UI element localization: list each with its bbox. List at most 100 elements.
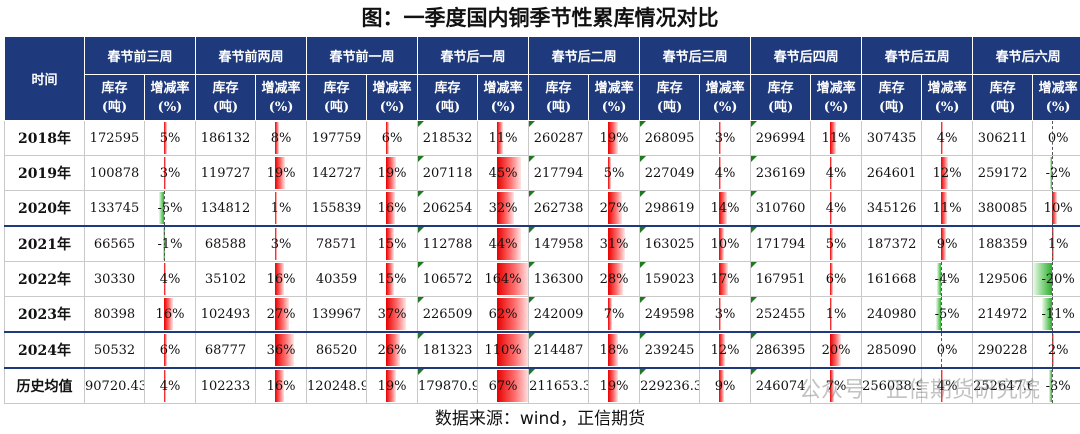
change-value: 10% — [710, 236, 740, 252]
inventory-cell: 40359 — [306, 261, 368, 297]
inventory-subheader-l1: 库存 — [878, 80, 905, 96]
corner-marker — [640, 121, 647, 127]
change-databar — [941, 157, 948, 189]
change-value: 11% — [821, 130, 851, 146]
row-label: 2024年 — [4, 331, 85, 369]
change-cell: 0% — [1032, 120, 1080, 156]
inventory-value: 252647.6 — [973, 378, 1033, 394]
inventory-cell: 119727 — [195, 155, 257, 191]
change-cell: 45% — [477, 155, 530, 191]
inventory-cell: 380085 — [972, 190, 1034, 227]
inventory-value: 35102 — [204, 271, 247, 287]
corner-marker — [640, 191, 647, 197]
change-cell: 44% — [477, 225, 530, 262]
change-databar — [936, 298, 942, 330]
databar-axis — [941, 297, 943, 331]
change-databar — [830, 228, 833, 260]
change-databar — [941, 228, 946, 260]
change-databar — [275, 228, 278, 260]
change-subheader: 增减率 (%) — [477, 74, 530, 121]
change-subheader-l2: (%) — [823, 99, 849, 115]
inventory-cell: 252647.6 — [972, 367, 1034, 404]
inventory-value: 179870.9 — [418, 378, 478, 394]
change-value: -5% — [157, 200, 183, 216]
inventory-value: 155839 — [311, 200, 362, 216]
inventory-cell: 264601 — [861, 155, 923, 191]
change-databar — [164, 298, 173, 330]
change-value: 67% — [488, 378, 518, 394]
change-cell: 5% — [143, 120, 197, 156]
change-cell: 19% — [255, 155, 308, 191]
inventory-value: 260287 — [533, 130, 584, 146]
change-value: 4% — [159, 271, 181, 287]
change-databar — [719, 157, 722, 189]
inventory-subheader-l2: (吨) — [989, 99, 1016, 115]
change-databar — [830, 263, 834, 295]
inventory-subheader-l2: (吨) — [323, 99, 350, 115]
inventory-value: 310760 — [755, 200, 806, 216]
databar-axis — [1052, 262, 1054, 296]
change-value: 4% — [159, 378, 181, 394]
inventory-value: 106572 — [422, 271, 473, 287]
period-header: 春节后二周 — [528, 36, 641, 75]
change-subheader: 增减率 (%) — [366, 74, 419, 121]
change-cell: -4% — [921, 261, 974, 297]
change-value: 1% — [270, 200, 292, 216]
inventory-cell: 229236.3 — [639, 367, 701, 404]
change-databar — [608, 122, 619, 154]
inventory-cell: 307435 — [861, 120, 923, 156]
change-databar — [1041, 298, 1053, 330]
change-value: 12% — [710, 342, 740, 358]
change-databar — [275, 157, 286, 189]
inventory-value: 218532 — [422, 130, 473, 146]
data-source: 数据来源：wind，正信期货 — [434, 409, 646, 429]
inventory-value: 268095 — [644, 130, 695, 146]
corner-marker — [418, 369, 425, 375]
change-cell: 12% — [699, 331, 752, 369]
inventory-value: 181323 — [422, 342, 473, 358]
change-value: 62% — [488, 306, 518, 322]
inventory-value: 197759 — [311, 130, 362, 146]
change-cell: -5% — [921, 296, 974, 333]
change-databar — [830, 122, 836, 154]
change-databar — [386, 298, 406, 330]
inventory-subheader-l2: (吨) — [767, 99, 794, 115]
inventory-cell: 68777 — [195, 331, 257, 369]
corner-marker — [529, 369, 536, 375]
change-subheader-l1: 增减率 — [1038, 80, 1078, 96]
change-value: -4% — [934, 271, 960, 287]
change-cell: -2% — [1032, 155, 1080, 191]
inventory-cell: 129506 — [972, 261, 1034, 297]
change-subheader-l2: (%) — [379, 99, 405, 115]
change-databar — [719, 192, 727, 224]
inventory-value: 50532 — [93, 342, 136, 358]
change-cell: 3% — [699, 296, 752, 333]
inventory-value: 290228 — [977, 342, 1028, 358]
change-value: 8% — [270, 130, 292, 146]
inventory-cell: 102233 — [195, 367, 257, 404]
change-databar — [275, 370, 284, 402]
inventory-cell: 286395 — [750, 331, 812, 369]
change-cell: 3% — [255, 225, 308, 262]
inventory-cell: 102493 — [195, 296, 257, 333]
change-databar — [1052, 334, 1055, 366]
change-subheader-l1: 增减率 — [483, 80, 523, 96]
change-value: 16% — [155, 306, 185, 322]
table-row: 2019年 100878 3% 119727 19% 142727 19% 207118 45%… — [4, 155, 1080, 191]
inventory-value: 90720.43 — [85, 378, 145, 394]
change-databar — [275, 192, 278, 224]
change-value: 1% — [825, 306, 847, 322]
change-value: 3% — [270, 236, 292, 252]
change-value: 4% — [825, 200, 847, 216]
change-cell: 31% — [588, 225, 641, 262]
change-value: 3% — [714, 130, 736, 146]
table-row: 2020年 133745 -5% 134812 1% 155839 16% 206254 32%… — [4, 190, 1080, 227]
watermark: 公众号 · 正信期货研究院 — [799, 378, 1040, 403]
change-cell: 19% — [588, 367, 641, 404]
change-databar — [386, 157, 397, 189]
change-databar — [275, 298, 290, 330]
inventory-value: 163025 — [644, 236, 695, 252]
change-cell: 6% — [143, 331, 197, 369]
corner-marker — [529, 297, 536, 303]
change-value: 9% — [714, 378, 736, 394]
